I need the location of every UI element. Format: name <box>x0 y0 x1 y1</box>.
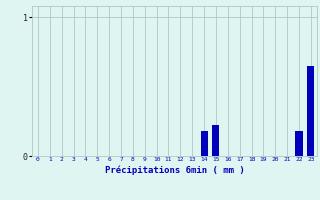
Bar <box>295 131 303 156</box>
X-axis label: Précipitations 6min ( mm ): Précipitations 6min ( mm ) <box>105 165 244 175</box>
Bar <box>307 66 315 156</box>
Bar <box>201 131 208 156</box>
Bar <box>212 125 220 156</box>
